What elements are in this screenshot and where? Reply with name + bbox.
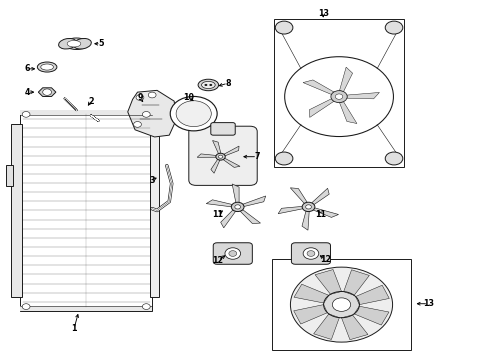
Polygon shape (206, 200, 232, 207)
Polygon shape (290, 188, 307, 203)
Polygon shape (223, 158, 240, 167)
Text: 3: 3 (149, 176, 155, 185)
Polygon shape (128, 90, 176, 137)
Circle shape (303, 248, 319, 259)
Polygon shape (294, 305, 327, 324)
Polygon shape (315, 270, 342, 294)
Circle shape (209, 84, 212, 86)
Circle shape (216, 153, 225, 160)
Circle shape (231, 202, 244, 212)
Text: 11: 11 (315, 210, 326, 219)
Polygon shape (347, 93, 379, 99)
Text: 6: 6 (25, 64, 30, 73)
Polygon shape (340, 102, 357, 123)
FancyBboxPatch shape (292, 243, 331, 264)
Ellipse shape (41, 64, 53, 70)
Bar (11, 125, 22, 297)
Polygon shape (343, 270, 369, 295)
Circle shape (43, 89, 51, 95)
Bar (150, 125, 159, 297)
Circle shape (291, 267, 392, 342)
Ellipse shape (37, 62, 57, 72)
Polygon shape (213, 140, 221, 154)
FancyBboxPatch shape (213, 243, 252, 264)
Polygon shape (342, 315, 368, 340)
Circle shape (143, 304, 150, 310)
Ellipse shape (59, 39, 76, 49)
Circle shape (235, 205, 241, 209)
Ellipse shape (74, 39, 91, 49)
Bar (20, 306, 152, 311)
Polygon shape (303, 80, 334, 94)
Circle shape (176, 101, 211, 127)
Circle shape (385, 21, 403, 34)
Polygon shape (240, 210, 261, 224)
Polygon shape (354, 306, 389, 325)
Bar (274, 19, 404, 167)
Polygon shape (313, 208, 339, 217)
Circle shape (229, 251, 237, 256)
Ellipse shape (198, 79, 219, 91)
Text: 11: 11 (213, 210, 223, 219)
Polygon shape (224, 146, 239, 156)
Circle shape (134, 122, 142, 127)
Circle shape (22, 304, 30, 310)
Ellipse shape (64, 38, 89, 49)
Ellipse shape (67, 41, 81, 47)
Text: 10: 10 (183, 93, 195, 102)
Circle shape (285, 57, 393, 136)
Circle shape (148, 92, 156, 98)
Polygon shape (356, 285, 389, 305)
Circle shape (332, 298, 351, 311)
Circle shape (275, 21, 293, 34)
Text: 4: 4 (25, 87, 30, 96)
Circle shape (307, 251, 315, 256)
Polygon shape (302, 211, 309, 230)
Circle shape (204, 84, 207, 86)
Polygon shape (312, 188, 329, 204)
Circle shape (306, 205, 311, 209)
Circle shape (225, 248, 241, 259)
Ellipse shape (201, 81, 215, 89)
Text: 1: 1 (71, 324, 77, 333)
Text: 9: 9 (137, 93, 143, 102)
Polygon shape (197, 154, 216, 157)
Bar (272, 259, 411, 350)
Polygon shape (278, 206, 303, 214)
FancyBboxPatch shape (211, 123, 235, 135)
Text: 12: 12 (213, 256, 224, 265)
Circle shape (219, 155, 222, 158)
Polygon shape (309, 99, 334, 117)
Bar (5, 165, 13, 186)
Circle shape (385, 152, 403, 165)
Circle shape (143, 112, 150, 117)
Circle shape (335, 94, 343, 99)
Text: 13: 13 (318, 9, 329, 18)
Text: 2: 2 (88, 96, 94, 105)
Circle shape (22, 112, 30, 117)
Circle shape (170, 96, 217, 131)
Bar (20, 110, 152, 311)
Polygon shape (294, 284, 329, 303)
Circle shape (136, 95, 144, 100)
Polygon shape (211, 159, 220, 173)
Circle shape (331, 91, 347, 103)
Text: 12: 12 (320, 255, 331, 264)
Circle shape (302, 202, 315, 212)
Polygon shape (220, 210, 236, 228)
Polygon shape (232, 184, 239, 202)
Polygon shape (38, 88, 56, 96)
Polygon shape (243, 196, 266, 207)
Circle shape (323, 292, 359, 318)
FancyBboxPatch shape (189, 126, 257, 185)
Text: 7: 7 (254, 152, 260, 161)
Text: 8: 8 (225, 79, 231, 88)
Text: 13: 13 (423, 299, 434, 308)
Bar (20, 110, 152, 116)
Circle shape (275, 152, 293, 165)
Text: 5: 5 (98, 39, 103, 48)
Polygon shape (314, 314, 339, 339)
Polygon shape (340, 67, 353, 91)
